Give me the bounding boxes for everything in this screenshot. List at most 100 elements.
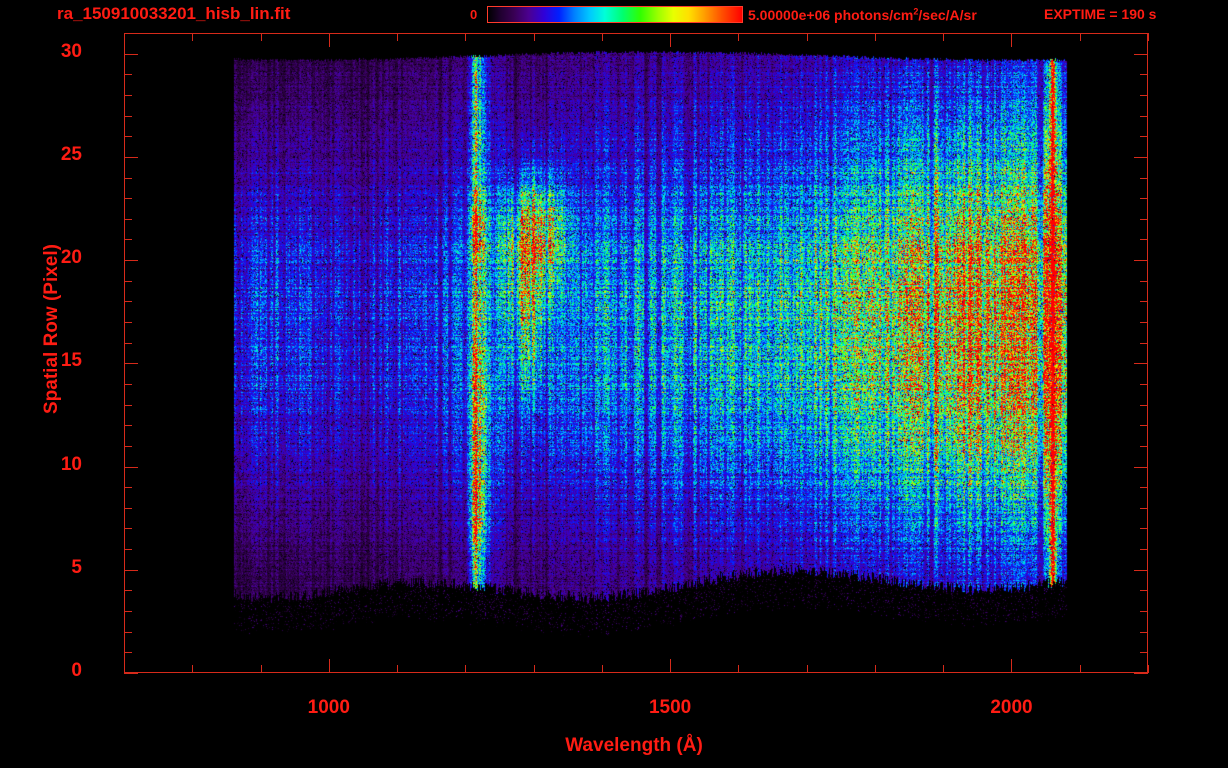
y-minor-tick	[124, 384, 132, 385]
x-minor-tick	[943, 665, 944, 673]
y-major-tick	[1134, 54, 1148, 55]
y-tick-label: 5	[71, 556, 82, 578]
y-minor-tick	[1140, 343, 1148, 344]
y-minor-tick	[1140, 322, 1148, 323]
x-major-tick	[670, 659, 671, 673]
x-major-tick	[670, 33, 671, 47]
y-minor-tick	[1140, 487, 1148, 488]
x-minor-tick	[1148, 33, 1149, 41]
file-title: ra_150910033201_hisb_lin.fit	[57, 4, 291, 23]
colorbar-units-exponent: 2	[913, 6, 919, 17]
x-minor-tick	[1080, 665, 1081, 673]
y-minor-tick	[124, 590, 132, 591]
y-minor-tick	[124, 425, 132, 426]
x-minor-tick	[807, 665, 808, 673]
x-minor-tick	[602, 665, 603, 673]
y-minor-tick	[124, 136, 132, 137]
y-major-tick	[1134, 467, 1148, 468]
y-minor-tick	[124, 116, 132, 117]
x-minor-tick	[602, 33, 603, 41]
y-minor-tick	[124, 549, 132, 550]
y-minor-tick	[1140, 528, 1148, 529]
y-major-tick	[124, 54, 138, 55]
y-minor-tick	[1140, 95, 1148, 96]
y-minor-tick	[1140, 590, 1148, 591]
y-major-tick	[124, 363, 138, 364]
colorbar	[487, 6, 743, 23]
x-minor-tick	[1080, 33, 1081, 41]
colorbar-max-label: 5.00000e+06 photons/cm2/sec/A/sr	[748, 7, 977, 23]
plot-frame	[124, 33, 1148, 673]
x-major-tick	[1011, 659, 1012, 673]
y-minor-tick	[1140, 136, 1148, 137]
x-tick-label: 2000	[990, 697, 1033, 718]
x-minor-tick	[124, 665, 125, 673]
x-minor-tick	[534, 33, 535, 41]
y-minor-tick	[124, 446, 132, 447]
y-minor-tick	[1140, 384, 1148, 385]
x-minor-tick	[261, 33, 262, 41]
x-minor-tick	[192, 665, 193, 673]
y-tick-label: 15	[60, 350, 82, 372]
colorbar-units-suffix: /sec/A/sr	[918, 7, 977, 23]
y-tick-label: 25	[60, 143, 82, 165]
y-major-tick	[1134, 157, 1148, 158]
exptime-label: EXPTIME = 190 s	[1044, 6, 1157, 22]
y-minor-tick	[1140, 611, 1148, 612]
y-minor-tick	[1140, 219, 1148, 220]
y-minor-tick	[124, 281, 132, 282]
y-minor-tick	[124, 74, 132, 75]
y-minor-tick	[1140, 74, 1148, 75]
x-major-tick	[329, 659, 330, 673]
x-tick-label: 1500	[648, 697, 692, 718]
x-axis-title: Wavelength (Å)	[565, 735, 703, 756]
y-minor-tick	[1140, 239, 1148, 240]
y-minor-tick	[1140, 549, 1148, 550]
y-minor-tick	[124, 239, 132, 240]
y-tick-label: 30	[60, 40, 82, 62]
y-minor-tick	[1140, 178, 1148, 179]
x-minor-tick	[124, 33, 125, 41]
y-major-tick	[1134, 570, 1148, 571]
y-minor-tick	[124, 528, 132, 529]
y-minor-tick	[124, 219, 132, 220]
y-minor-tick	[124, 611, 132, 612]
y-major-tick	[124, 260, 138, 261]
x-minor-tick	[397, 665, 398, 673]
y-minor-tick	[124, 301, 132, 302]
y-minor-tick	[1140, 425, 1148, 426]
y-minor-tick	[124, 322, 132, 323]
x-minor-tick	[943, 33, 944, 41]
x-minor-tick	[397, 33, 398, 41]
y-major-tick	[124, 467, 138, 468]
y-minor-tick	[1140, 508, 1148, 509]
y-minor-tick	[124, 405, 132, 406]
y-tick-label: 10	[60, 453, 82, 475]
x-major-tick	[1011, 33, 1012, 47]
y-minor-tick	[1140, 116, 1148, 117]
x-major-tick	[329, 33, 330, 47]
x-minor-tick	[192, 33, 193, 41]
y-minor-tick	[1140, 281, 1148, 282]
y-minor-tick	[1140, 198, 1148, 199]
y-major-tick	[1134, 673, 1148, 674]
x-minor-tick	[738, 665, 739, 673]
colorbar-min-label: 0	[470, 7, 478, 22]
y-tick-label: 20	[60, 247, 82, 269]
y-minor-tick	[1140, 301, 1148, 302]
y-minor-tick	[124, 198, 132, 199]
y-minor-tick	[1140, 652, 1148, 653]
colorbar-max-value: 5.00000e+06	[748, 7, 831, 23]
y-minor-tick	[124, 95, 132, 96]
y-major-tick	[124, 673, 138, 674]
y-minor-tick	[1140, 632, 1148, 633]
y-major-tick	[1134, 260, 1148, 261]
x-minor-tick	[1148, 665, 1149, 673]
x-tick-label: 1000	[307, 697, 350, 718]
y-minor-tick	[124, 178, 132, 179]
colorbar-units-prefix: photons/cm	[830, 7, 914, 23]
y-minor-tick	[1140, 405, 1148, 406]
y-major-tick	[1134, 363, 1148, 364]
y-axis-title: Spatial Row (Pixel)	[41, 244, 62, 414]
